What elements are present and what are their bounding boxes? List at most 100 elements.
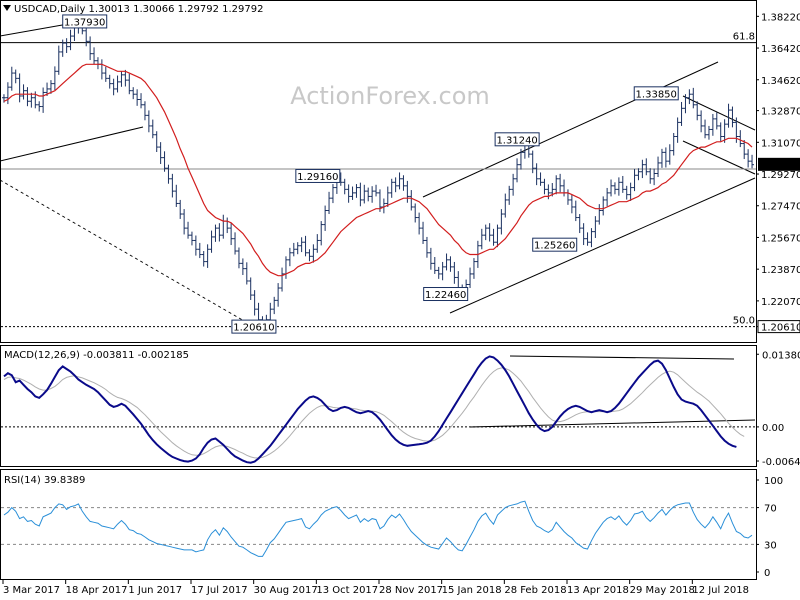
price-bar [5,82,10,105]
price-bar [581,223,586,246]
price-bar [542,178,547,195]
price-bar [205,244,210,268]
x-tick-label: 3 Mar 2017 [3,585,60,596]
price-bar [491,228,496,246]
price-bar [707,125,711,140]
rising-channel-upper-line [422,61,719,198]
price-bar [746,149,751,168]
price-bar [331,184,335,204]
price-annotation-box [231,319,277,334]
price-bar [299,237,304,253]
price-bar [92,47,96,65]
price-bar [115,75,120,93]
rsi-y-tick-label: 70 [764,504,777,515]
price-bar [354,184,359,198]
price-bar [287,247,292,267]
price-bar [613,182,617,195]
price-bar [389,178,394,198]
price-bar [632,168,637,192]
price-bar [49,80,53,94]
x-tick-label: 30 Aug 2017 [254,585,318,596]
price-annotation-label: 1.29160 [297,172,338,183]
x-tick-label: 12 Jul 2018 [692,585,749,596]
price-annotation-box [295,168,341,183]
price-bar [687,89,692,105]
price-bar [362,184,367,204]
price-bar [710,113,715,136]
price-bar [648,168,653,184]
price-bar [385,186,390,207]
price-y-tick-label: 1.27470 [761,202,800,213]
price-bar [530,150,535,174]
price-annotation: 1.25260 [532,237,578,252]
macd-line [3,355,737,464]
price-bar [624,185,629,200]
price-bar [68,29,73,51]
price-bar [107,74,112,89]
x-tick-label: 28 Nov 2017 [379,585,443,596]
support-price-box [757,320,800,334]
price-bar [346,184,351,203]
price-y-tick-label: 1.23870 [761,265,800,276]
price-bar [284,256,288,279]
price-bar [589,228,594,248]
rsi-y-tick-label: 0 [764,568,770,579]
price-bar [186,221,190,239]
price-bar [37,101,42,112]
price-bar [25,87,30,107]
price-bar [366,187,371,202]
price-bar [237,247,241,269]
price-bar [158,142,163,164]
price-annotation: 1.37930 [62,14,108,29]
ema-series [3,63,753,277]
price-bar [601,196,606,216]
price-bar [472,258,476,279]
price-bar [699,110,704,133]
price-bar [370,186,375,203]
price-bar [52,66,57,90]
price-y-tick-label: 1.34620 [761,76,800,87]
price-bar [425,236,429,258]
price-bar [487,223,492,242]
price-bar [13,69,18,84]
price-panel-frame [0,0,757,343]
collapse-triangle-icon[interactable] [3,5,11,11]
price-bar [515,158,519,183]
price-bar [468,267,472,289]
price-bar [307,249,312,262]
macd-y-tick-label: 0.00 [762,423,784,434]
price-bar [201,251,206,267]
price-bar [636,168,641,181]
price-bar [295,242,300,255]
price-y-tick-label: 1.20610 [761,323,800,334]
price-bar [166,164,171,184]
price-bar [303,235,308,257]
price-bar [143,101,147,121]
price-bar [119,71,124,87]
price-bar [683,94,688,114]
price-bar [652,168,657,186]
price-bar [593,216,598,238]
price-bar [738,130,743,148]
falling-channel-upper-line [682,95,756,131]
price-annotation: 1.29160 [295,168,341,183]
price-y-tick-label: 1.22070 [761,297,800,308]
candles [1,15,754,334]
macd-signal-line [3,367,745,459]
price-bar [656,156,660,178]
price-bar [146,110,151,133]
price-bar [217,223,222,242]
price-bar [272,296,277,315]
fib-levels: 61.8 50.0 [1,32,756,328]
price-y-tick-label: 1.25670 [761,233,800,244]
x-tick-label: 18 Apr 2017 [66,585,128,596]
price-bar [585,232,590,246]
price-bar [750,154,754,169]
price-bar [538,172,543,186]
price-header-text: USDCAD,Daily 1.30013 1.30066 1.29792 1.2… [14,4,264,15]
price-bar [695,101,700,121]
price-bar [628,182,633,201]
price-bar [405,180,410,203]
price-bar [170,173,175,198]
price-y-tick-label: 1.29270 [761,170,800,181]
